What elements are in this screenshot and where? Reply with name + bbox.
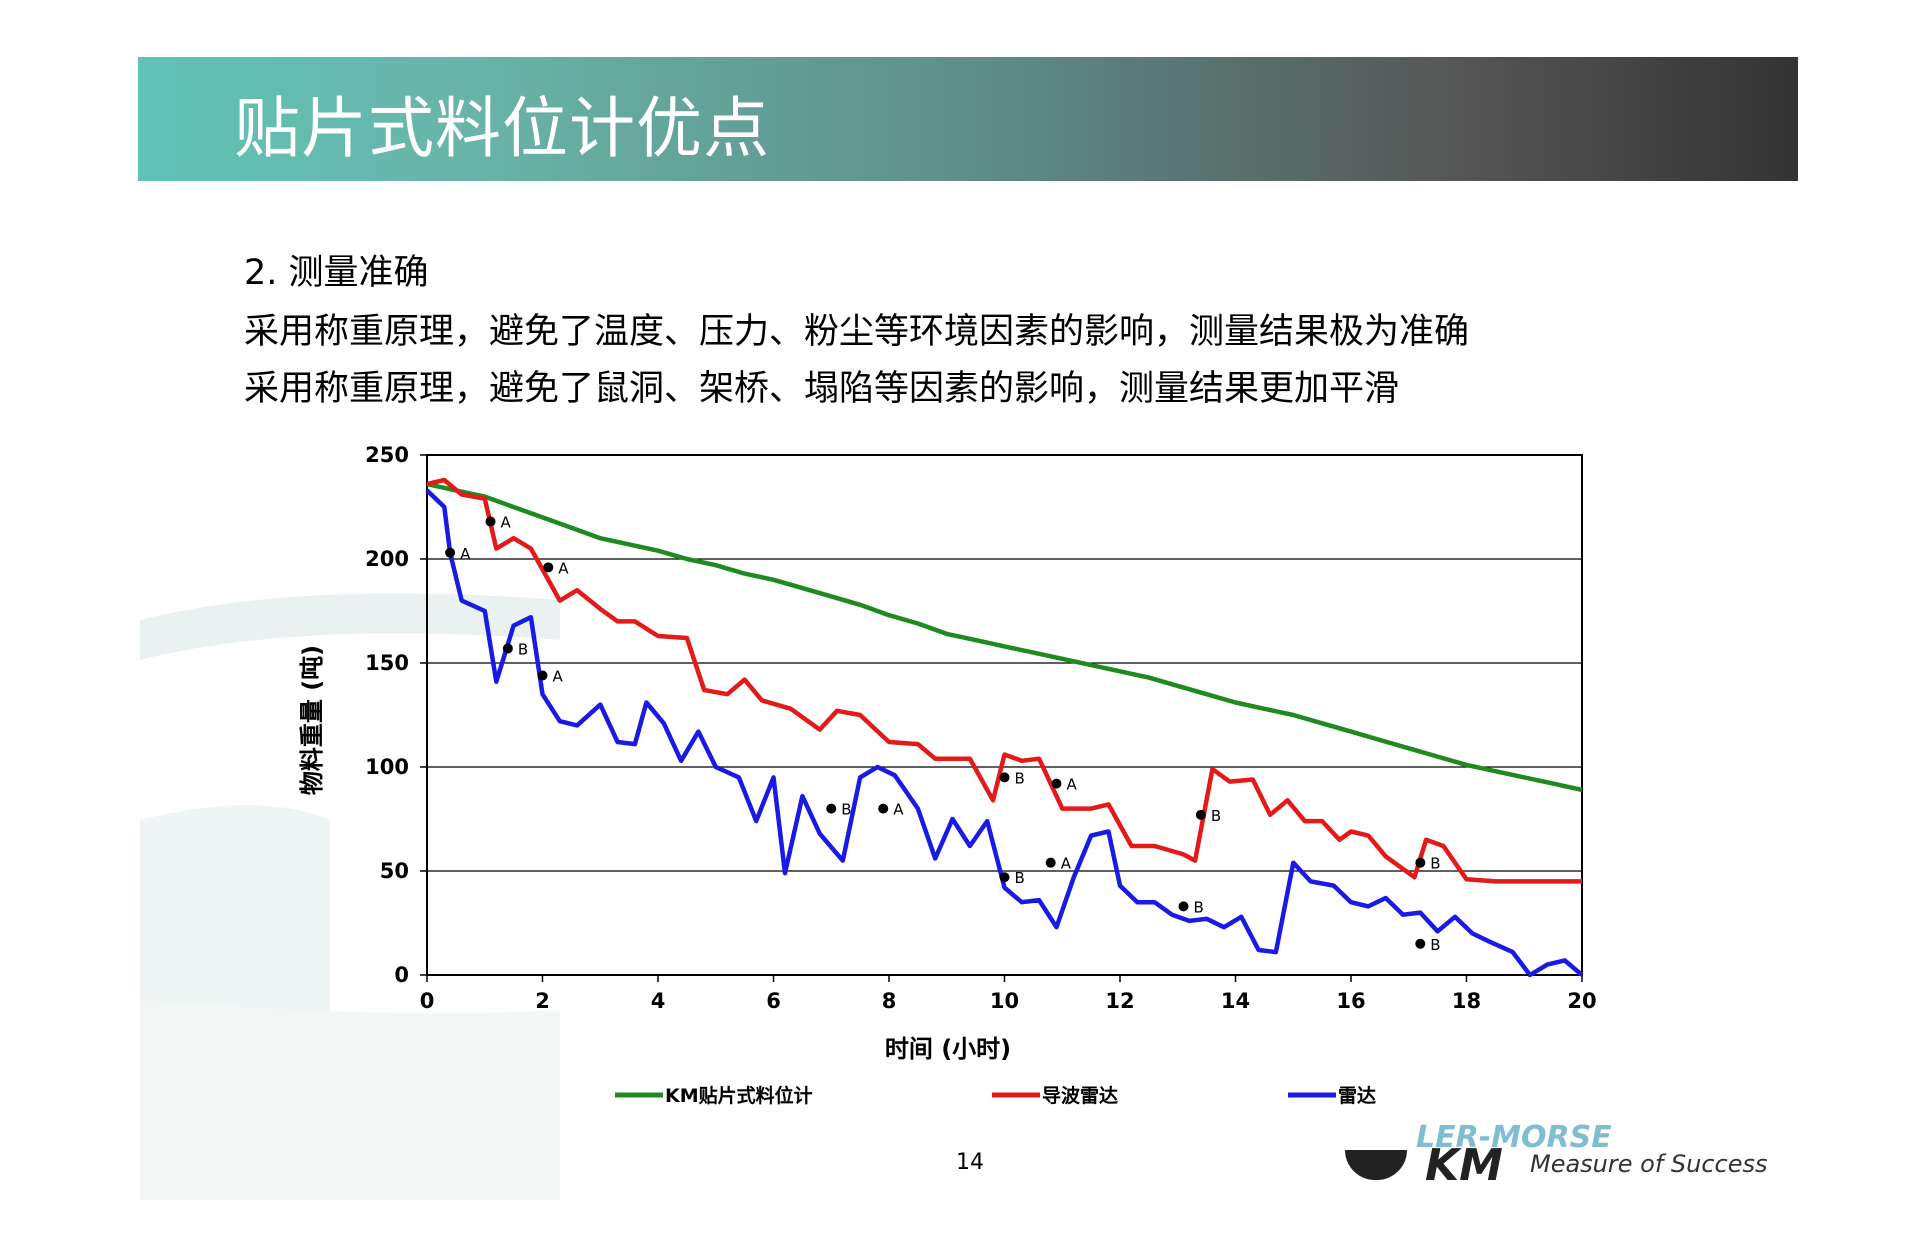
annotation-point — [1415, 857, 1426, 868]
annotations: A A B A A B A B A B A B B B B — [445, 514, 1441, 954]
annotation-label: A — [553, 667, 564, 685]
plot-frame — [426, 454, 1583, 976]
annotation-label: B — [1430, 936, 1440, 954]
annotation-point — [999, 772, 1010, 783]
legend: KM贴片式料位计 导波雷达 雷达 — [615, 1084, 1376, 1107]
axes — [420, 454, 1583, 982]
legend-label: 导波雷达 — [1042, 1084, 1118, 1107]
annotation-point — [445, 547, 456, 558]
annotation-label: A — [893, 801, 904, 819]
x-tick-label: 0 — [420, 989, 435, 1013]
section-heading: 2. 测量准确 — [244, 253, 429, 293]
series-line-1 — [426, 481, 1583, 793]
logo-tagline: Measure of Success — [1530, 1150, 1768, 1178]
description-line-2: 采用称重原理，避免了鼠洞、架桥、塌陷等因素的影响，测量结果更加平滑 — [244, 369, 1400, 409]
annotation-point — [999, 872, 1010, 883]
x-tick-label: 18 — [1452, 989, 1481, 1013]
slide-title: 贴片式料位计优点 — [234, 90, 770, 167]
y-tick-label: 250 — [365, 443, 409, 467]
y-tick-label: 50 — [380, 859, 409, 883]
annotation-label: B — [841, 801, 851, 819]
legend-label: KM贴片式料位计 — [665, 1084, 813, 1107]
annotation-point — [537, 670, 548, 681]
grid-lines — [427, 558, 1582, 872]
annotation-label: A — [558, 559, 569, 577]
annotation-label: B — [518, 640, 528, 658]
annotation-point — [543, 562, 554, 573]
tick-labels: 0 50 100 150 200 250 0 2 4 6 8 10 12 14 16 18 20 — [365, 443, 1596, 1013]
x-axis-label: 时间 (小时) — [885, 1035, 1011, 1063]
x-tick-label: 8 — [882, 989, 897, 1013]
annotation-point — [1195, 809, 1206, 820]
x-tick-label: 4 — [651, 989, 666, 1013]
annotation-point — [1045, 857, 1056, 868]
weight-chart: A A B A A B A B A B A B B B B 0 50 100 150 200 250 0 2 4 6 8 10 12… — [298, 443, 1597, 1107]
x-tick-label: 20 — [1567, 989, 1596, 1013]
page-number: 14 — [956, 1150, 984, 1175]
y-tick-label: 200 — [365, 547, 409, 571]
annotation-point — [826, 803, 837, 814]
series-line-2 — [426, 477, 1582, 884]
annotation-label: B — [1194, 898, 1204, 916]
series-line-3 — [425, 488, 1584, 978]
annotation-point — [878, 803, 889, 814]
annotation-point — [502, 643, 513, 654]
annotation-label: B — [1015, 869, 1025, 887]
annotation-point — [485, 516, 496, 527]
annotation-point — [1178, 901, 1189, 912]
annotation-label: A — [1066, 776, 1077, 794]
x-tick-label: 6 — [766, 989, 781, 1013]
annotation-label: B — [1211, 807, 1221, 825]
annotation-label: B — [1430, 855, 1440, 873]
y-axis-label: 物料重量 (吨) — [298, 645, 326, 795]
y-tick-label: 150 — [365, 651, 409, 675]
series-lines — [425, 477, 1584, 978]
y-tick-label: 100 — [365, 755, 409, 779]
x-tick-label: 12 — [1105, 989, 1134, 1013]
x-tick-label: 16 — [1336, 989, 1365, 1013]
legend-label: 雷达 — [1338, 1084, 1376, 1107]
description-line-1: 采用称重原理，避免了温度、压力、粉尘等环境因素的影响，测量结果极为准确 — [244, 312, 1470, 352]
x-tick-label: 10 — [990, 989, 1019, 1013]
y-tick-label: 0 — [394, 963, 409, 987]
annotation-point — [1415, 938, 1426, 949]
logo-km-text: KM — [1425, 1140, 1503, 1191]
title-band: 贴片式料位计优点 — [138, 57, 1798, 181]
logo-brand-text: LER-MORSE — [1416, 1120, 1612, 1155]
annotation-label: B — [1015, 769, 1025, 787]
annotation-label: A — [1061, 855, 1072, 873]
x-tick-label: 2 — [535, 989, 550, 1013]
annotation-label: A — [460, 545, 471, 563]
annotation-label: A — [501, 514, 512, 532]
annotation-point — [1051, 778, 1062, 789]
x-tick-label: 14 — [1221, 989, 1250, 1013]
